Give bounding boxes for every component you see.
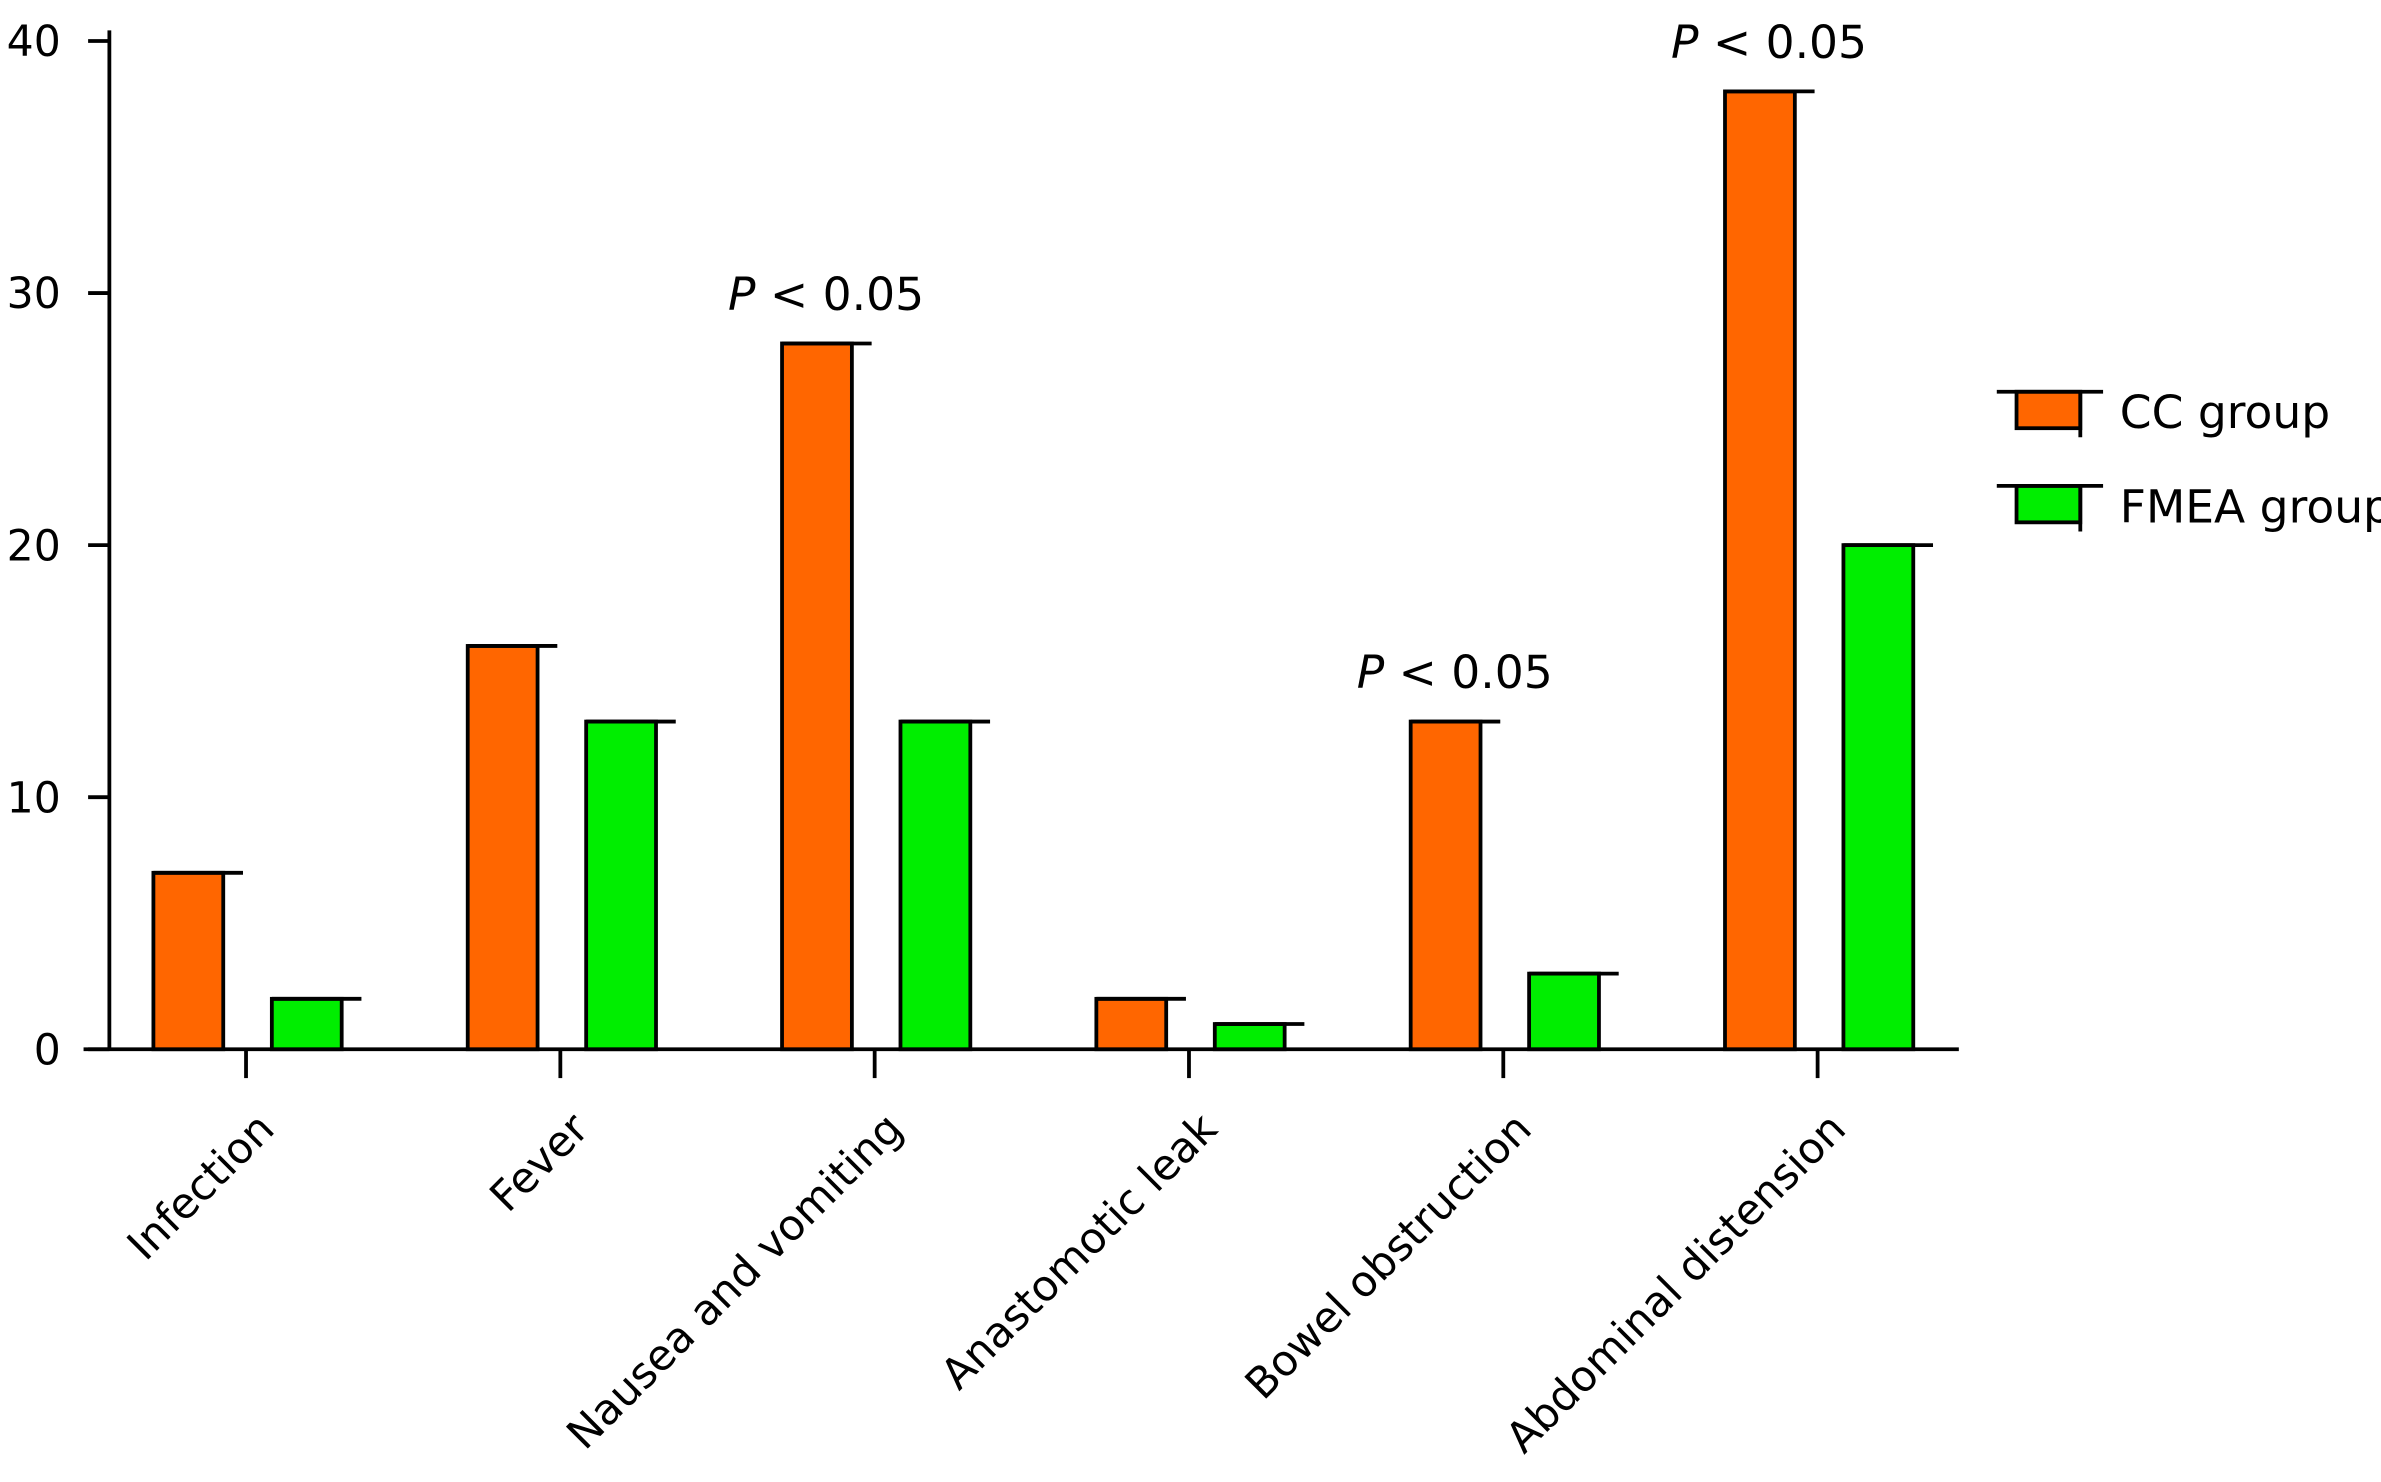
bars (151, 89, 1934, 1052)
x-tick-label: Anastomotic leak (932, 1104, 1227, 1399)
x-tick-label: Abdominal distension (1497, 1104, 1856, 1463)
x-tick-label: Nausea and vomiting (558, 1104, 913, 1459)
axes: 0 10 20 30 40 (7, 18, 1959, 1079)
p-value-annotation: P < 0.05 (1671, 16, 1867, 69)
x-tick-label: Fever (481, 1104, 599, 1222)
bar-cc (465, 644, 540, 1052)
legend: CC group FMEA group (1996, 386, 2381, 533)
x-tick-label: Infection (118, 1104, 284, 1270)
legend-swatch (2014, 484, 2083, 525)
y-tick-label: 40 (7, 18, 61, 67)
bar-fmea (269, 996, 344, 1052)
y-tick-label: 20 (7, 522, 61, 571)
x-tick-label: Bowel obstruction (1236, 1104, 1541, 1409)
legend-swatch (2014, 389, 2083, 431)
y-tick-label: 30 (7, 270, 61, 319)
bar-cc (1408, 719, 1483, 1052)
p-value-annotation: P < 0.05 (1357, 646, 1553, 699)
bar-fmea (1527, 971, 1601, 1052)
p-value-annotation: P < 0.05 (728, 268, 924, 321)
y-tick-label: 0 (34, 1026, 61, 1075)
bar-cc (1094, 996, 1169, 1052)
bar-fmea (584, 719, 658, 1052)
bar-cc (151, 870, 226, 1052)
legend-label: FMEA group (2120, 480, 2381, 533)
bar-cc (1723, 89, 1797, 1052)
bar-fmea (1841, 543, 1916, 1052)
legend-label: CC group (2120, 386, 2330, 439)
bar-fmea (1212, 1022, 1287, 1052)
bar-cc (780, 341, 854, 1052)
bar-fmea (898, 719, 973, 1052)
y-tick-label: 10 (7, 774, 61, 823)
